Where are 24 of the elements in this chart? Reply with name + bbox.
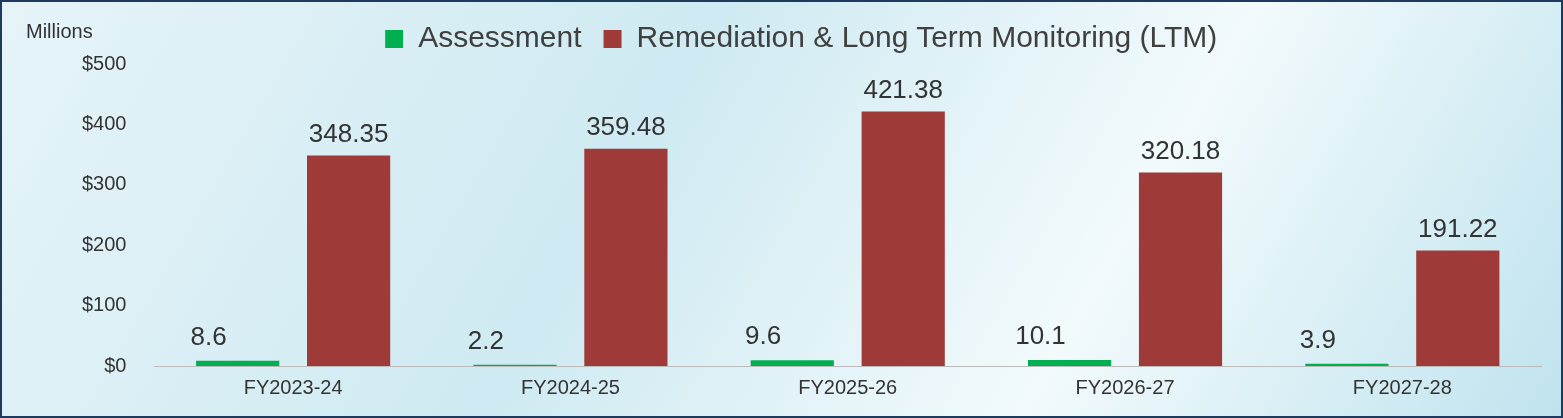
y-tick-label: $0 xyxy=(104,353,127,376)
data-label: 2.2 xyxy=(467,324,504,355)
data-label: 191.22 xyxy=(1418,212,1498,243)
x-tick-label: FY2023-24 xyxy=(243,375,343,398)
x-tick-label: FY2024-25 xyxy=(520,375,620,398)
x-tick-label: FY2025-26 xyxy=(798,375,898,398)
data-label: 8.6 xyxy=(190,320,227,351)
data-label: 9.6 xyxy=(745,320,782,351)
y-tick-label: $500 xyxy=(81,51,127,74)
x-tick-label: FY2026-27 xyxy=(1075,375,1175,398)
legend-label: Assessment xyxy=(418,20,583,54)
data-label: 3.9 xyxy=(1299,323,1336,354)
y-tick-label: $300 xyxy=(81,172,127,195)
data-label: 10.1 xyxy=(1015,320,1066,351)
data-label: 320.18 xyxy=(1140,134,1221,165)
y-tick-label: $100 xyxy=(81,293,127,316)
x-tick-label: FY2027-28 xyxy=(1352,375,1452,398)
data-label: 421.38 xyxy=(863,73,943,104)
data-label: 348.35 xyxy=(308,117,389,148)
y-axis-title: Millions xyxy=(26,20,93,43)
legend-label: Remediation & Long Term Monitoring (LTM) xyxy=(636,20,1218,54)
data-label: 359.48 xyxy=(586,111,666,142)
y-tick-label: $400 xyxy=(81,111,127,134)
y-tick-label: $200 xyxy=(81,232,127,255)
